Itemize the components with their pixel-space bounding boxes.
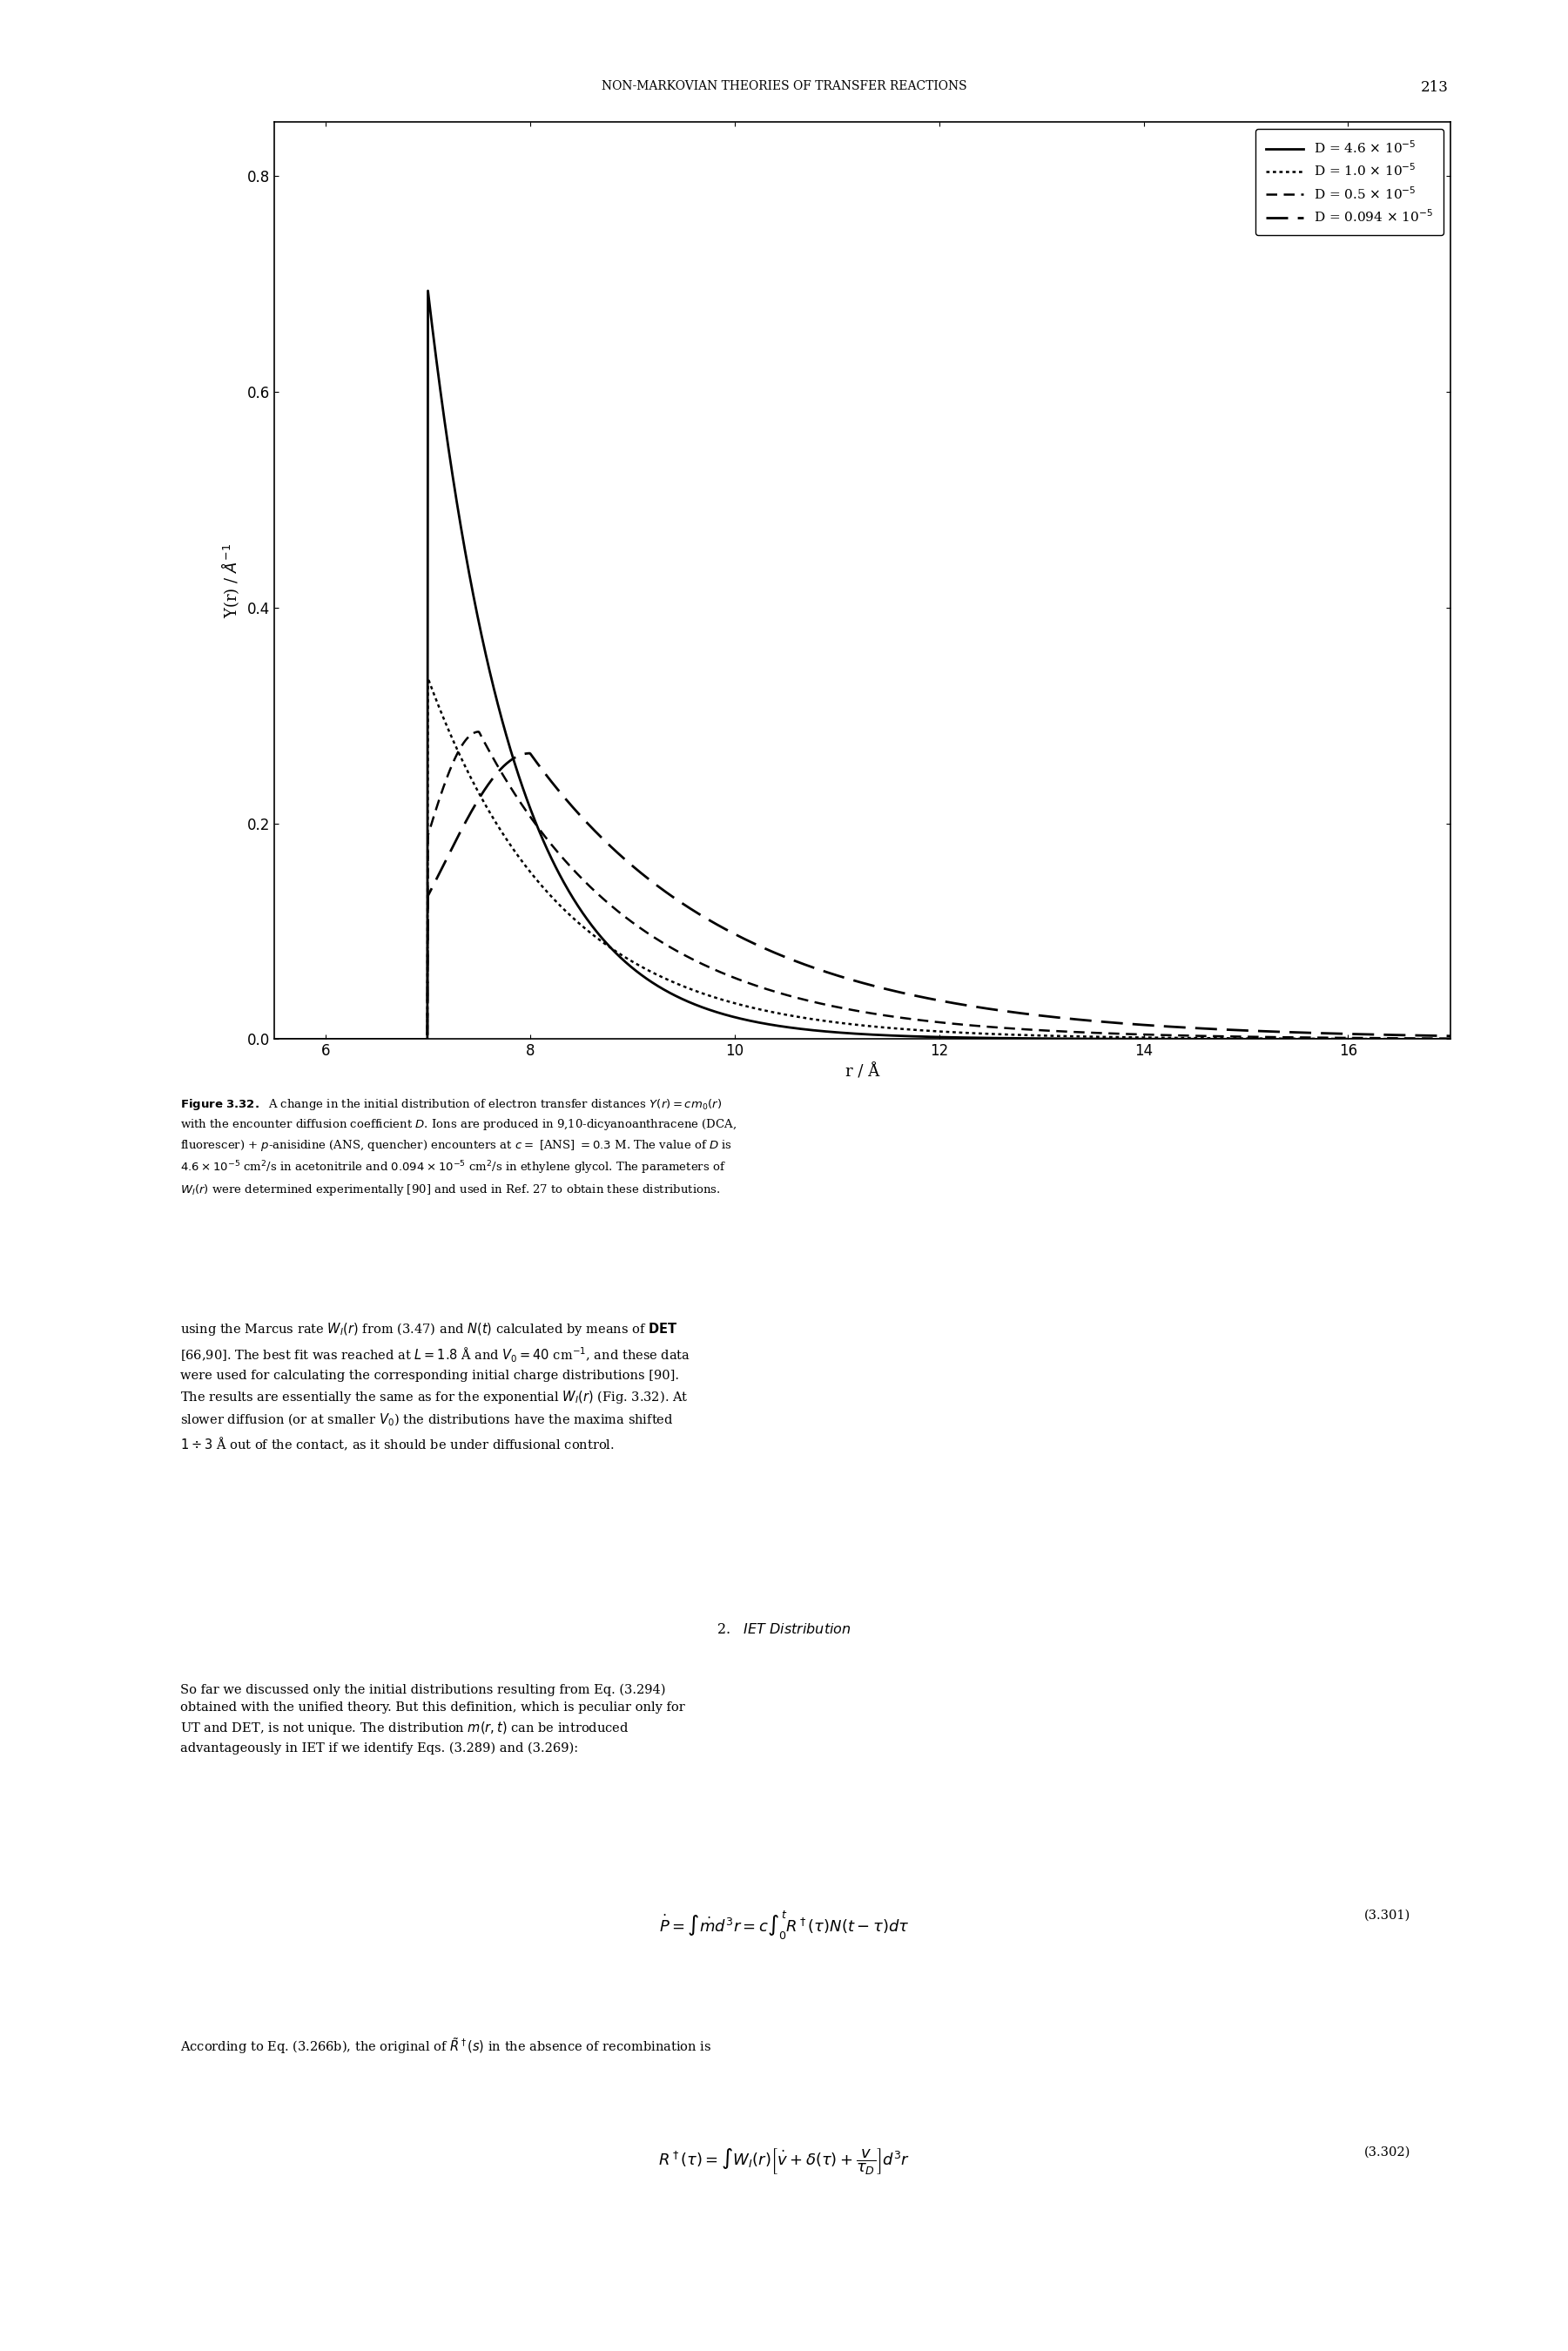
Text: So far we discussed only the initial distributions resulting from Eq. (3.294)
ob: So far we discussed only the initial dis… <box>180 1683 685 1754</box>
Text: 2.   $\mathit{IET\ Distribution}$: 2. $\mathit{IET\ Distribution}$ <box>717 1622 851 1636</box>
Text: $\dot{P} = \int \dot{m}d^3r = c\int_0^t R^\dagger(\tau)N(t-\tau)d\tau$: $\dot{P} = \int \dot{m}d^3r = c\int_0^t … <box>659 1909 909 1942</box>
Text: (3.301): (3.301) <box>1364 1909 1411 1921</box>
Text: NON-MARKOVIAN THEORIES OF TRANSFER REACTIONS: NON-MARKOVIAN THEORIES OF TRANSFER REACT… <box>602 80 966 92</box>
Text: According to Eq. (3.266b), the original of $\tilde{R}^\dagger(s)$ in the absence: According to Eq. (3.266b), the original … <box>180 2036 712 2055</box>
Legend: D = 4.6 $\times$ 10$^{-5}$, D = 1.0 $\times$ 10$^{-5}$, D = 0.5 $\times$ 10$^{-5: D = 4.6 $\times$ 10$^{-5}$, D = 1.0 $\ti… <box>1256 129 1444 235</box>
Text: using the Marcus rate $W_I(r)$ from (3.47) and $N(t)$ calculated by means of $\m: using the Marcus rate $W_I(r)$ from (3.4… <box>180 1321 690 1453</box>
Text: 213: 213 <box>1421 80 1449 94</box>
Y-axis label: Y(r) / $\AA^{-1}$: Y(r) / $\AA^{-1}$ <box>220 543 241 618</box>
Text: (3.302): (3.302) <box>1364 2146 1411 2158</box>
Text: $R^\dagger(\tau) = \int W_I(r)\left[\dot{v} + \delta(\tau) + \dfrac{v}{\tau_D}\r: $R^\dagger(\tau) = \int W_I(r)\left[\dot… <box>659 2146 909 2177</box>
Text: $\mathbf{Figure\ 3.32.}$  A change in the initial distribution of electron trans: $\mathbf{Figure\ 3.32.}$ A change in the… <box>180 1098 737 1197</box>
X-axis label: r / Å: r / Å <box>845 1065 880 1079</box>
